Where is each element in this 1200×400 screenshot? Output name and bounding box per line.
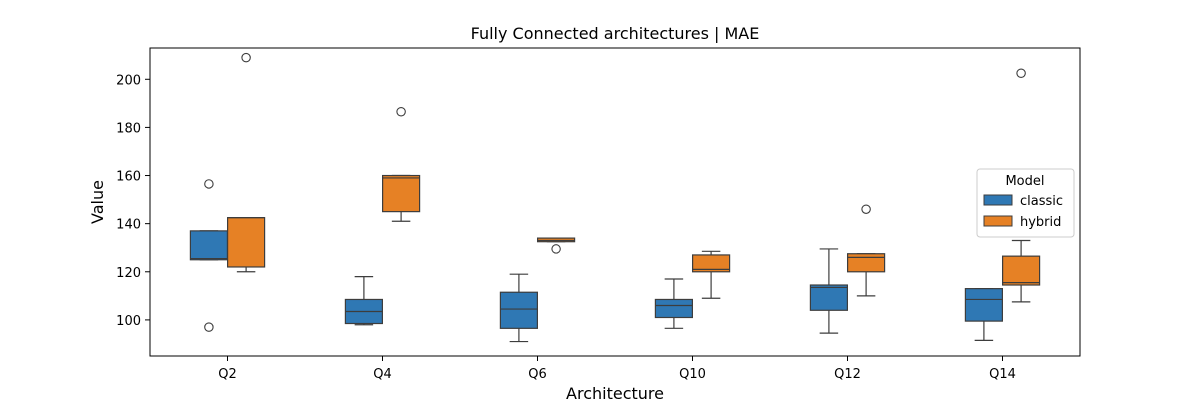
- iqr-box: [499, 291, 538, 329]
- iqr-box: [846, 253, 886, 273]
- y-axis: 100 120 140 160 180 200: [116, 73, 150, 329]
- box-hybrid-Q6: [536, 237, 576, 254]
- iqr-box: [227, 217, 266, 268]
- y-tick-label: 180: [116, 121, 141, 136]
- x-axis-label: Architecture: [566, 384, 664, 400]
- x-tick-label: Q2: [218, 367, 237, 382]
- boxes-layer: [189, 52, 1041, 343]
- box-classic-Q4: [344, 275, 383, 326]
- legend-swatch-classic: [983, 194, 1013, 206]
- y-tick-label: 160: [116, 170, 141, 185]
- outlier-point: [204, 322, 214, 332]
- legend: Model classic hybrid: [976, 168, 1075, 238]
- outlier-point: [396, 107, 406, 117]
- y-tick-label: 120: [116, 266, 141, 281]
- box-hybrid-Q2: [227, 52, 266, 273]
- box-classic-Q6: [499, 273, 538, 343]
- outlier-point: [204, 179, 214, 189]
- box-hybrid-Q14: [1001, 68, 1041, 303]
- box-hybrid-Q10: [691, 250, 731, 299]
- iqr-box: [1001, 255, 1041, 286]
- iqr-box: [189, 230, 228, 261]
- chart-title: Fully Connected architectures | MAE: [471, 24, 760, 43]
- x-axis: Q2 Q4 Q6 Q10 Q12 Q14: [218, 356, 1016, 382]
- legend-title: Model: [1005, 174, 1044, 189]
- box-classic-Q10: [654, 278, 694, 329]
- iqr-box: [536, 237, 576, 243]
- x-tick-label: Q14: [989, 367, 1016, 382]
- x-tick-label: Q6: [528, 367, 547, 382]
- x-tick-label: Q4: [373, 367, 392, 382]
- y-axis-label: Value: [88, 180, 107, 224]
- outlier-point: [861, 204, 871, 214]
- legend-swatch-hybrid: [983, 215, 1013, 227]
- box-classic-Q14: [964, 288, 1004, 341]
- iqr-box: [964, 288, 1004, 322]
- outlier-point: [241, 52, 251, 63]
- iqr-box: [809, 284, 849, 311]
- iqr-box: [691, 254, 731, 273]
- box-hybrid-Q4: [382, 107, 421, 222]
- plot-frame: [149, 47, 1081, 357]
- legend-label-hybrid: hybrid: [1020, 215, 1061, 230]
- y-tick-label: 100: [116, 314, 141, 329]
- iqr-box: [654, 298, 694, 319]
- x-tick-label: Q12: [834, 367, 861, 382]
- y-tick-label: 200: [116, 73, 141, 88]
- legend-label-classic: classic: [1020, 194, 1063, 209]
- y-tick-label: 140: [116, 218, 141, 233]
- box-hybrid-Q12: [846, 204, 886, 297]
- outlier-point: [551, 244, 561, 254]
- box-classic-Q2: [189, 179, 228, 332]
- x-tick-label: Q10: [679, 367, 706, 382]
- outlier-point: [1016, 68, 1026, 79]
- box-classic-Q12: [809, 248, 849, 334]
- iqr-box: [382, 174, 421, 213]
